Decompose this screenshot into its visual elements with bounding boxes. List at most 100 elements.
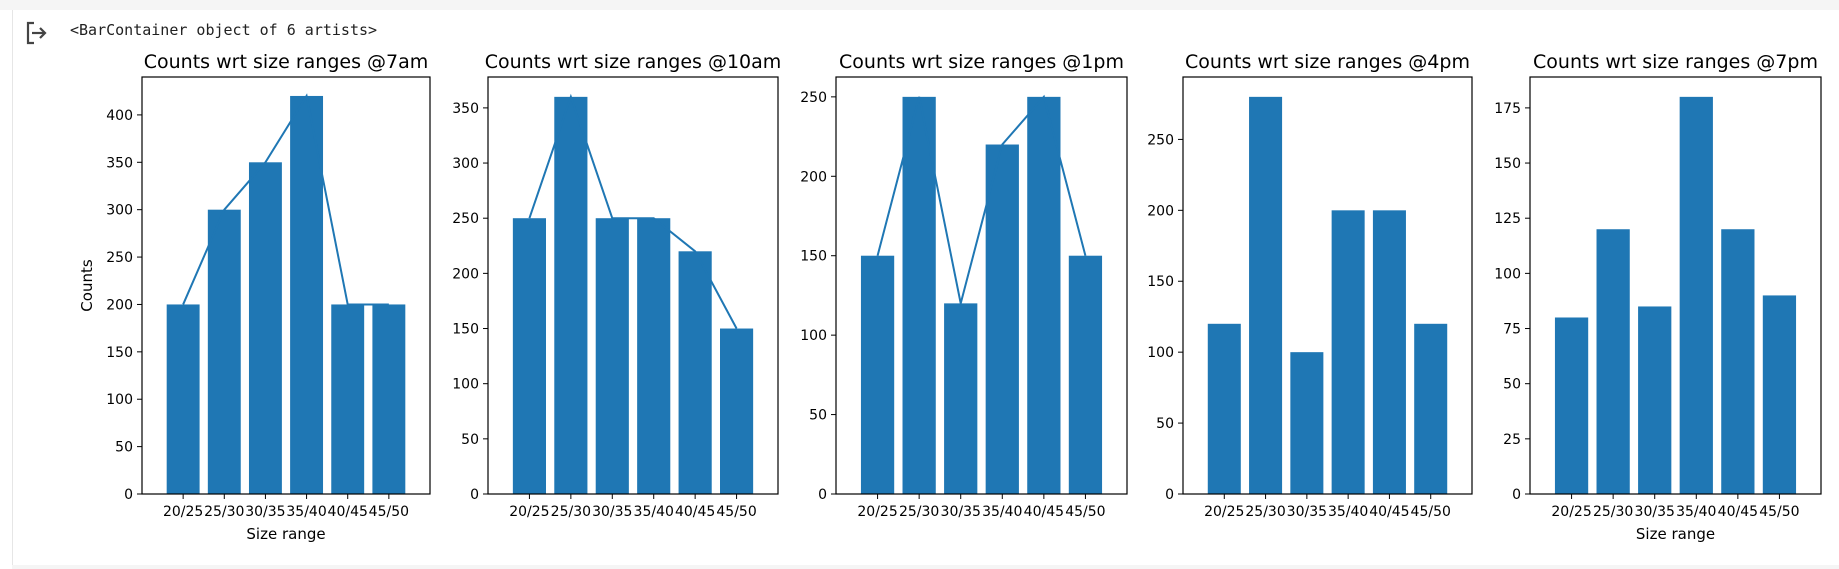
chart-4: 0 50 100 150 200 250 20/25 25/30 30/35 35/40 40/45… bbox=[1147, 51, 1473, 520]
bar-35/40 bbox=[637, 218, 671, 494]
bar-40/45 bbox=[1721, 229, 1755, 494]
y-tick-label: 50 bbox=[809, 408, 827, 424]
y-tick-label: 250 bbox=[106, 250, 133, 266]
chart-title: Counts wrt size ranges @7pm bbox=[1533, 51, 1818, 73]
y-tick-label: 100 bbox=[106, 392, 133, 408]
x-tick-label: 25/30 bbox=[1593, 504, 1633, 520]
y-tick-label: 350 bbox=[452, 101, 479, 117]
bar-20/25 bbox=[860, 255, 895, 494]
y-tick-label: 25 bbox=[1503, 432, 1521, 448]
y-tick-label: 75 bbox=[1503, 322, 1521, 338]
x-tick-label: 30/35 bbox=[245, 504, 285, 520]
y-tick-label: 350 bbox=[106, 155, 133, 171]
y-tick-label: 0 bbox=[1165, 487, 1174, 503]
y-tick-label: 150 bbox=[1494, 156, 1521, 172]
bar-20/25 bbox=[512, 218, 546, 494]
output-repr-text: <BarContainer object of 6 artists> bbox=[70, 21, 378, 39]
bar-25/30 bbox=[554, 96, 588, 494]
x-tick-label: 30/35 bbox=[941, 504, 981, 520]
y-tick-label: 200 bbox=[452, 266, 479, 282]
bar-25/30 bbox=[1596, 229, 1630, 494]
y-tick-label: 0 bbox=[818, 487, 827, 503]
bar-30/35 bbox=[1290, 352, 1324, 494]
x-tick-label: 45/50 bbox=[1065, 504, 1105, 520]
bar-40/45 bbox=[1372, 210, 1406, 494]
x-tick-label: 25/30 bbox=[551, 504, 591, 520]
y-tick-label: 250 bbox=[800, 90, 827, 106]
bar-35/40 bbox=[1679, 96, 1713, 494]
bar-30/35 bbox=[944, 303, 978, 494]
x-tick-label: 40/45 bbox=[1718, 504, 1758, 520]
y-tick-label: 100 bbox=[800, 328, 827, 344]
y-tick-label: 150 bbox=[800, 249, 827, 265]
x-tick-label: 35/40 bbox=[1328, 504, 1368, 520]
bar-30/35 bbox=[248, 162, 282, 494]
x-tick-label: 30/35 bbox=[1635, 504, 1675, 520]
y-tick-label: 175 bbox=[1494, 101, 1521, 117]
bar-25/30 bbox=[207, 209, 241, 494]
x-tick-label: 25/30 bbox=[1245, 504, 1285, 520]
x-tick-label: 20/25 bbox=[163, 504, 203, 520]
x-tick-label: 20/25 bbox=[1204, 504, 1244, 520]
y-tick-label: 150 bbox=[1147, 274, 1174, 290]
bar-45/50 bbox=[1762, 295, 1797, 494]
bar-45/50 bbox=[372, 304, 406, 494]
bar-30/35 bbox=[1638, 306, 1672, 494]
axes-frame bbox=[141, 76, 431, 495]
x-tick-label: 30/35 bbox=[1287, 504, 1327, 520]
bar-40/45 bbox=[678, 251, 712, 494]
x-axis-label: Size range bbox=[1636, 525, 1715, 543]
series-line bbox=[876, 94, 1087, 304]
bar-35/40 bbox=[290, 95, 324, 495]
bar-30/35 bbox=[595, 218, 629, 494]
x-tick-label: 25/30 bbox=[899, 504, 939, 520]
bar-35/40 bbox=[985, 144, 1019, 494]
bar-25/30 bbox=[902, 96, 936, 494]
y-tick-label: 50 bbox=[461, 432, 479, 448]
x-tick-label: 35/40 bbox=[286, 504, 326, 520]
bar-45/50 bbox=[1068, 255, 1103, 494]
y-tick-label: 200 bbox=[106, 297, 133, 313]
x-tick-label: 45/50 bbox=[1411, 504, 1451, 520]
axes-frame bbox=[835, 76, 1128, 495]
bar-45/50 bbox=[720, 328, 754, 494]
series-line bbox=[528, 93, 738, 329]
y-tick-label: 400 bbox=[106, 108, 133, 124]
bar-20/25 bbox=[1207, 323, 1241, 494]
y-tick-label: 300 bbox=[106, 203, 133, 219]
chart-2: 0 50 100 150 200 250 300 350 20/25 25/30 30/35 35/4… bbox=[452, 51, 781, 520]
axes-frame bbox=[487, 76, 779, 495]
x-axis-label: Size range bbox=[246, 525, 325, 543]
x-tick-label: 45/50 bbox=[1759, 504, 1799, 520]
chart-title: Counts wrt size ranges @4pm bbox=[1185, 51, 1470, 73]
y-tick-label: 0 bbox=[470, 487, 479, 503]
y-axis-label: Counts bbox=[78, 259, 96, 312]
axes-frame bbox=[1529, 76, 1822, 495]
x-tick-label: 40/45 bbox=[1369, 504, 1409, 520]
chart-title: Counts wrt size ranges @1pm bbox=[839, 51, 1124, 73]
x-tick-label: 35/40 bbox=[982, 504, 1022, 520]
y-tick-label: 100 bbox=[1494, 266, 1521, 282]
cell-bottom-strip bbox=[12, 565, 1839, 569]
chart-3: 0 50 100 150 200 250 20/25 25/30 30/35 35/40 40/45… bbox=[800, 51, 1128, 520]
y-tick-label: 150 bbox=[106, 345, 133, 361]
x-tick-label: 40/45 bbox=[675, 504, 715, 520]
bar-20/25 bbox=[1554, 317, 1589, 494]
output-redirect-icon[interactable] bbox=[24, 20, 50, 46]
y-tick-label: 250 bbox=[452, 211, 479, 227]
series-line bbox=[182, 93, 389, 306]
bar-20/25 bbox=[166, 304, 200, 494]
y-tick-label: 100 bbox=[452, 377, 479, 393]
x-tick-label: 40/45 bbox=[1024, 504, 1064, 520]
x-tick-label: 20/25 bbox=[509, 504, 549, 520]
chart-title: Counts wrt size ranges @10am bbox=[485, 51, 782, 73]
y-tick-label: 250 bbox=[1147, 132, 1174, 148]
axes-frame bbox=[1182, 76, 1473, 495]
x-tick-label: 35/40 bbox=[634, 504, 674, 520]
x-tick-label: 35/40 bbox=[1676, 504, 1716, 520]
x-tick-label: 30/35 bbox=[592, 504, 632, 520]
x-tick-label: 45/50 bbox=[369, 504, 409, 520]
y-tick-label: 125 bbox=[1494, 211, 1521, 227]
